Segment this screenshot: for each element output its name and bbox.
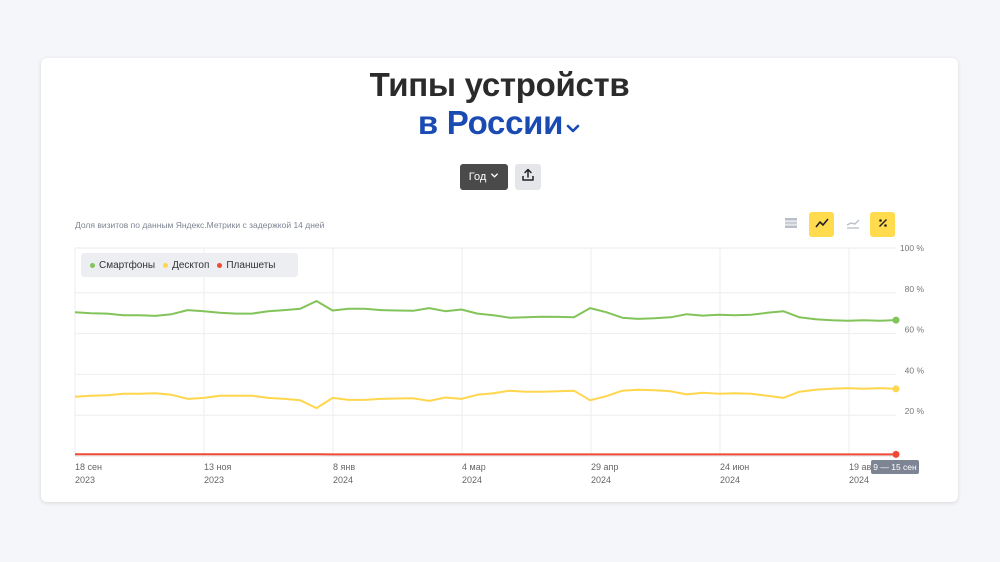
region-selector[interactable]: в России: [41, 104, 958, 144]
data-note: Доля визитов по данным Яндекс.Метрики с …: [75, 220, 325, 230]
x-tick-year: 2024: [333, 475, 353, 485]
x-tick-label: 8 янв: [333, 462, 355, 472]
line-view-button[interactable]: [809, 212, 834, 237]
stacked-area-view-button[interactable]: [778, 212, 803, 237]
legend-swatch: [217, 262, 223, 268]
legend-label: Десктоп: [172, 259, 210, 271]
x-tick-year: 2024: [462, 475, 482, 485]
legend-item-smartphones[interactable]: Смартфоны: [90, 260, 155, 271]
legend-label: Смартфоны: [99, 259, 156, 271]
chart-legend: Смартфоны Десктоп Планшеты: [81, 253, 298, 277]
y-tick-label: 20 %: [905, 406, 925, 416]
stacked-area-icon: [784, 216, 798, 234]
series-endpoint-1: [892, 385, 900, 393]
device-share-chart: 18 сен 2023 13 ноя 2023 8 янв 2024 4 мар 2024 29…: [74, 243, 925, 485]
share-button[interactable]: [515, 164, 541, 190]
legend-swatch: [163, 262, 169, 268]
x-tick-label: 19 авг: [849, 462, 875, 472]
legend-item-desktop[interactable]: Десктоп: [163, 260, 209, 271]
period-label: Год: [468, 171, 487, 183]
chevron-down-icon: [565, 106, 581, 144]
x-tick-year: 2024: [849, 475, 869, 485]
current-period-label: 9 — 15 сен: [873, 462, 917, 472]
y-tick-label: 60 %: [905, 325, 925, 335]
region-label: в России: [417, 104, 564, 141]
x-tick-year: 2023: [75, 475, 95, 485]
absolute-view-button[interactable]: [840, 212, 865, 237]
multiline-chart-icon: [846, 216, 860, 234]
share-icon: [521, 168, 535, 187]
page-title: Типы устройств: [369, 66, 630, 103]
title-block: Типы устройств в России: [41, 66, 958, 144]
chevron-down-icon: [490, 171, 499, 183]
series-endpoint-0: [892, 316, 900, 324]
x-tick-label: 13 ноя: [204, 462, 231, 472]
series-line-0: [74, 300, 897, 322]
legend-label: Планшеты: [226, 259, 276, 271]
x-tick-label: 29 апр: [591, 462, 618, 472]
series-line-1: [74, 387, 897, 410]
y-tick-label: 40 %: [905, 365, 925, 375]
x-tick-year: 2024: [591, 475, 611, 485]
series-endpoint-2: [892, 450, 900, 458]
line-chart-icon: [814, 216, 829, 234]
period-dropdown[interactable]: Год: [460, 164, 508, 190]
x-tick-year: 2023: [204, 475, 224, 485]
toolbar: Год: [460, 164, 541, 190]
x-tick-year: 2024: [720, 475, 740, 485]
view-switcher: [778, 212, 895, 237]
percent-icon: [877, 216, 889, 234]
y-tick-label: 80 %: [905, 284, 925, 294]
current-period-badge: [871, 460, 919, 474]
device-types-card: Типы устройств в России Год Доля визитов…: [41, 58, 958, 502]
x-tick-label: 24 июн: [720, 462, 749, 472]
y-tick-label: 100 %: [900, 243, 925, 253]
legend-swatch: [90, 262, 95, 268]
x-tick-label: 4 мар: [462, 462, 486, 472]
percent-view-button[interactable]: [870, 212, 895, 237]
x-tick-label: 18 сен: [75, 462, 102, 472]
legend-item-tablets[interactable]: Планшеты: [217, 259, 276, 271]
